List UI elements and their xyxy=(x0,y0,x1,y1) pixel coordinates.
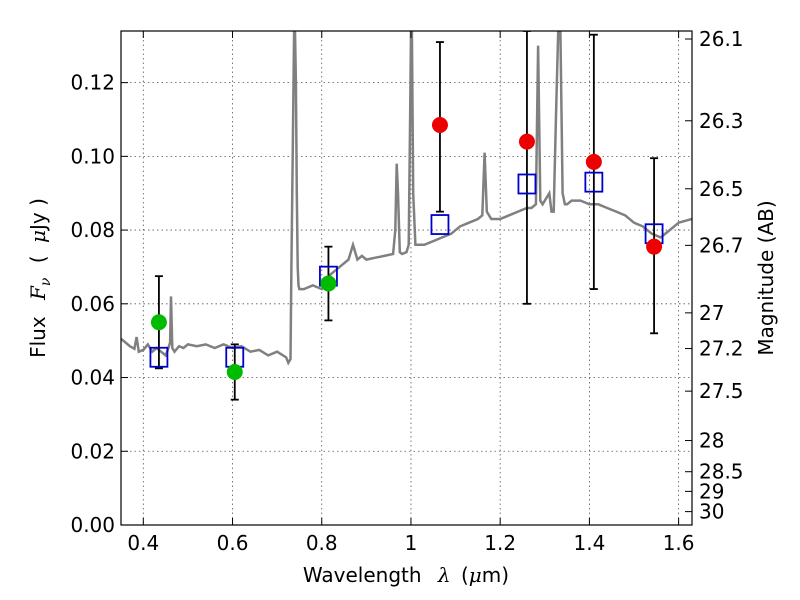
y-tick-label-3: 0.06 xyxy=(70,292,115,316)
x-tick-label-3: 1 xyxy=(405,531,418,555)
y2-tick-label-4: 27 xyxy=(699,301,724,325)
y-tick-label-0: 0.00 xyxy=(70,513,115,537)
y2-tick-label-8: 28.5 xyxy=(699,460,744,484)
plot-background xyxy=(121,31,692,525)
observed-point-1 xyxy=(226,364,243,381)
x-tick-label-6: 1.6 xyxy=(663,531,695,555)
model-photometry-square-0 xyxy=(149,346,169,368)
x-tick-label-4: 1.2 xyxy=(484,531,516,555)
observed-point-4 xyxy=(518,133,535,150)
x-tick-label-0: 0.4 xyxy=(127,531,159,555)
model-photometry-square-3 xyxy=(430,214,450,235)
y2-tick-label-9: 29 xyxy=(699,479,724,503)
x-tick-label-2: 0.8 xyxy=(306,531,338,555)
model-photometry-square-4 xyxy=(517,173,537,195)
x-tick-label-5: 1.4 xyxy=(573,531,605,555)
y-tick-label-2: 0.04 xyxy=(70,366,115,390)
observed-point-5 xyxy=(585,153,602,170)
y2-tick-label-5: 27.2 xyxy=(699,337,744,361)
y-tick-label-5: 0.10 xyxy=(70,144,115,168)
observed-point-0 xyxy=(150,314,167,331)
observed-point-6 xyxy=(646,238,663,255)
y-axis-ticks: 0.00 0.02 0.04 0.06 0.08 0.10 0.12 xyxy=(70,71,128,537)
observed-photometry-markers xyxy=(150,117,663,381)
y2-axis-label: Magnitude (AB) xyxy=(754,200,778,355)
x-axis-ticks: 0.4 0.6 0.8 1 1.2 1.4 1.6 xyxy=(127,31,695,555)
y-axis-label: Flux Fν ( μJy ) xyxy=(26,198,55,358)
observed-point-3 xyxy=(431,117,448,134)
plot-frame xyxy=(120,30,693,526)
y2-tick-label-10: 30 xyxy=(699,500,724,524)
y-tick-label-1: 0.02 xyxy=(70,439,115,463)
observed-point-2 xyxy=(320,275,337,292)
x-tick-label-1: 0.6 xyxy=(217,531,249,555)
y2-tick-label-0: 26.1 xyxy=(699,27,744,51)
model-photometry-square-5 xyxy=(584,171,604,193)
y-tick-label-6: 0.12 xyxy=(70,71,115,95)
y2-tick-label-1: 26.3 xyxy=(699,109,744,133)
y2-tick-label-6: 27.5 xyxy=(699,379,744,403)
y2-tick-label-3: 26.7 xyxy=(699,233,744,257)
y2-tick-label-7: 28 xyxy=(699,429,724,453)
model-spectrum-line xyxy=(121,31,692,366)
x-axis-label: Wavelength λ (μm) xyxy=(303,563,509,587)
y-tick-label-4: 0.08 xyxy=(70,218,115,242)
y2-tick-label-2: 26.5 xyxy=(699,177,744,201)
